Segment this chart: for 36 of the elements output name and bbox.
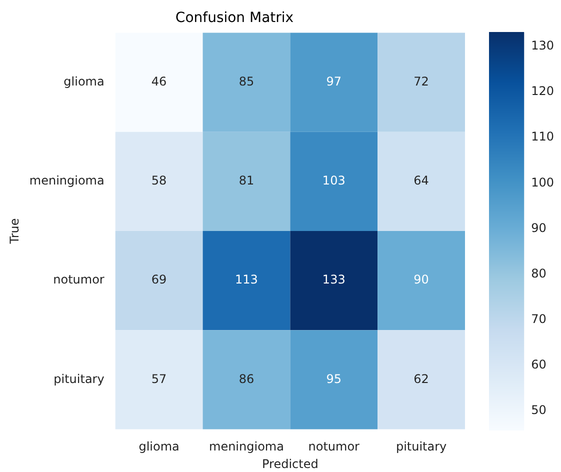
color-bar-label: 50 — [531, 403, 546, 418]
color-bar-label: 80 — [531, 266, 546, 280]
color-bar-label: 60 — [531, 358, 546, 372]
data-label: 86 — [238, 372, 254, 386]
data-label: 95 — [326, 372, 342, 386]
x-tick-label: meningioma — [208, 440, 284, 454]
data-label: 62 — [414, 372, 429, 386]
data-label: 81 — [238, 174, 254, 188]
color-bar-label: 70 — [531, 312, 546, 326]
color-bar-label: 100 — [531, 175, 554, 190]
color-bar-label: 90 — [531, 220, 546, 235]
x-axis-title: Predicted — [262, 456, 318, 471]
data-label: 103 — [322, 174, 346, 188]
data-label: 64 — [414, 174, 429, 188]
data-label: 46 — [151, 74, 167, 88]
data-label: 58 — [151, 174, 167, 188]
color-bar-label: 110 — [531, 130, 554, 144]
data-label: 72 — [414, 74, 429, 88]
x-tick-label: glioma — [138, 440, 180, 454]
x-tick-label: pituitary — [396, 440, 447, 454]
color-bar-label: 130 — [531, 38, 554, 53]
y-tick-label: notumor — [53, 272, 104, 287]
data-label: 97 — [326, 74, 342, 88]
data-label: 90 — [414, 272, 429, 287]
data-label: 69 — [151, 272, 167, 287]
y-tick-label: glioma — [64, 74, 104, 88]
data-label: 57 — [151, 372, 167, 386]
data-label: 113 — [235, 272, 258, 287]
y-axis-title: True — [7, 218, 22, 245]
x-tick-label: notumor — [308, 440, 360, 454]
data-label: 85 — [238, 74, 254, 88]
y-tick-label: pituitary — [54, 372, 104, 386]
chart-title: Confusion Matrix — [175, 10, 294, 26]
data-label: 133 — [322, 272, 346, 287]
color-bar-label: 120 — [531, 84, 554, 98]
y-tick-label: meningioma — [29, 174, 104, 188]
